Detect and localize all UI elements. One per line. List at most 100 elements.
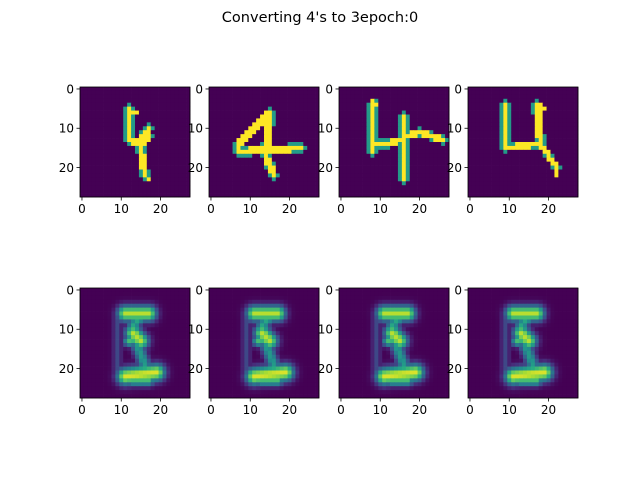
heatmap-cell bbox=[534, 106, 540, 111]
heatmap-cell bbox=[339, 145, 344, 151]
heatmap-cell bbox=[275, 189, 281, 194]
heatmap-cell bbox=[154, 354, 159, 360]
heatmap-cell bbox=[186, 331, 191, 336]
heatmap-cell bbox=[570, 98, 575, 104]
heatmap-cell bbox=[507, 142, 512, 147]
heatmap-cell bbox=[279, 153, 284, 159]
heatmap-cell bbox=[562, 102, 567, 107]
heatmap-cell bbox=[252, 153, 257, 159]
heatmap-cell bbox=[550, 114, 555, 119]
heatmap-cell bbox=[405, 307, 411, 312]
heatmap-cell bbox=[212, 299, 218, 305]
heatmap-cell bbox=[394, 189, 399, 194]
heatmap-cell bbox=[264, 106, 269, 111]
heatmap-cell bbox=[95, 350, 100, 356]
heatmap-cell bbox=[386, 138, 391, 143]
heatmap-cell bbox=[487, 165, 492, 170]
heatmap-cell bbox=[244, 189, 249, 194]
heatmap-cell bbox=[135, 177, 140, 182]
heatmap-cell bbox=[240, 394, 245, 399]
heatmap-cell bbox=[123, 335, 128, 340]
heatmap-cell bbox=[111, 142, 116, 147]
heatmap-cell bbox=[350, 295, 356, 301]
heatmap-cell bbox=[491, 106, 496, 111]
heatmap-cell bbox=[146, 343, 152, 348]
heatmap-cell bbox=[515, 90, 520, 96]
heatmap-cell bbox=[240, 98, 245, 104]
heatmap-cell bbox=[358, 177, 363, 182]
heatmap-cell bbox=[83, 323, 89, 328]
heatmap-cell bbox=[303, 390, 308, 395]
heatmap-cell bbox=[295, 335, 300, 340]
heatmap-cell bbox=[87, 177, 93, 182]
heatmap-cell bbox=[566, 181, 571, 186]
heatmap-cell bbox=[291, 149, 296, 155]
heatmap-cell bbox=[166, 169, 171, 174]
heatmap-cell bbox=[127, 346, 132, 352]
heatmap-cell bbox=[311, 102, 316, 107]
heatmap-cell bbox=[495, 193, 500, 198]
heatmap-cell bbox=[178, 149, 183, 155]
heatmap-cell bbox=[468, 177, 473, 182]
heatmap-cell bbox=[397, 173, 403, 178]
heatmap-cell bbox=[123, 319, 128, 324]
heatmap-cell bbox=[166, 291, 171, 297]
heatmap-cell bbox=[228, 149, 233, 155]
heatmap-cell bbox=[421, 311, 426, 316]
heatmap-cell bbox=[445, 153, 450, 159]
heatmap-cell bbox=[401, 153, 407, 159]
heatmap-cell bbox=[417, 118, 422, 123]
heatmap-cell bbox=[224, 181, 229, 186]
heatmap-cell bbox=[409, 193, 414, 198]
heatmap-cell bbox=[401, 177, 407, 182]
heatmap-cell bbox=[295, 370, 300, 375]
heatmap-cell bbox=[123, 114, 128, 119]
heatmap-cell bbox=[170, 390, 175, 395]
heatmap-cell bbox=[530, 102, 536, 107]
heatmap-cell bbox=[546, 122, 551, 127]
heatmap-cell bbox=[311, 362, 316, 367]
heatmap-cell bbox=[487, 145, 492, 151]
heatmap-cell bbox=[115, 366, 120, 371]
heatmap-cell bbox=[228, 98, 233, 104]
heatmap-cell bbox=[534, 145, 540, 151]
heatmap-cell bbox=[468, 145, 473, 151]
heatmap-cell bbox=[275, 185, 281, 190]
heatmap-cell bbox=[138, 145, 144, 151]
heatmap-cell bbox=[146, 173, 152, 178]
heatmap-cell bbox=[562, 98, 567, 104]
heatmap-cell bbox=[186, 311, 191, 316]
heatmap-cell bbox=[354, 169, 359, 174]
heatmap-cell bbox=[123, 327, 128, 332]
heatmap-cell bbox=[307, 374, 312, 379]
heatmap-cell bbox=[566, 106, 571, 111]
heatmap-cell bbox=[562, 169, 567, 174]
heatmap-cell bbox=[354, 130, 359, 135]
heatmap-cell bbox=[291, 102, 296, 107]
heatmap-cell bbox=[115, 343, 120, 348]
heatmap-cell bbox=[390, 299, 395, 305]
heatmap-cell bbox=[382, 106, 387, 111]
heatmap-cell bbox=[417, 106, 422, 111]
heatmap-cell bbox=[174, 181, 179, 186]
heatmap-cell bbox=[119, 358, 124, 363]
heatmap-cell bbox=[135, 145, 140, 151]
heatmap-cell bbox=[186, 90, 191, 96]
heatmap-cell bbox=[350, 94, 356, 100]
heatmap-cell bbox=[542, 169, 547, 174]
heatmap-cell bbox=[228, 382, 233, 387]
heatmap-cell bbox=[546, 130, 551, 135]
heatmap-cell bbox=[397, 169, 403, 174]
heatmap-cell bbox=[275, 169, 281, 174]
heatmap-cell bbox=[511, 153, 516, 159]
heatmap-cell bbox=[252, 299, 257, 305]
heatmap-cell bbox=[256, 291, 261, 297]
heatmap-cell bbox=[538, 177, 543, 182]
heatmap-cell bbox=[135, 122, 140, 127]
heatmap-cell bbox=[264, 142, 269, 147]
heatmap-cell bbox=[386, 130, 391, 135]
heatmap-cell bbox=[87, 106, 93, 111]
heatmap-cell bbox=[394, 114, 399, 119]
heatmap-cell bbox=[409, 110, 414, 115]
heatmap-cell bbox=[162, 106, 167, 111]
